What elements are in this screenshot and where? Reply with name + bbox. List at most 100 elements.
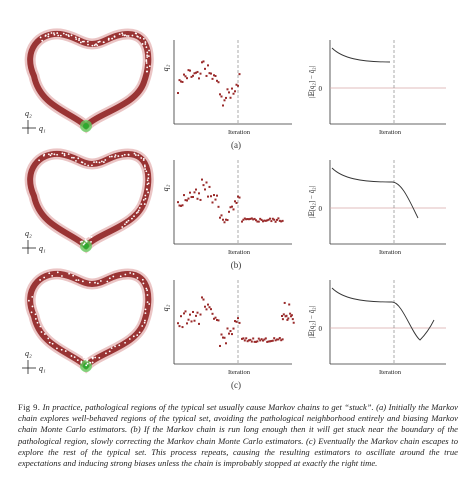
trace-sample-point — [285, 314, 288, 317]
sample-point — [77, 157, 80, 160]
sample-point — [53, 153, 56, 156]
trace-sample-point — [271, 217, 274, 220]
sample-point — [114, 156, 116, 158]
trace-sample-point — [190, 196, 193, 199]
sample-point — [147, 177, 150, 180]
trace-sample-point — [226, 327, 229, 330]
sample-point — [141, 278, 144, 281]
trace-sample-point — [178, 79, 181, 82]
trace-sample-point — [189, 69, 191, 72]
trace-sample-point — [204, 305, 206, 308]
trace-sample-point — [243, 217, 246, 220]
trace-sample-point — [250, 340, 253, 343]
sample-point — [43, 333, 46, 335]
trace-sample-point — [256, 340, 259, 343]
trace-sample-point — [198, 192, 200, 195]
trace-sample-point — [282, 313, 285, 316]
sample-point — [76, 359, 79, 362]
trace-sample-point — [292, 321, 295, 324]
trace-sample-point — [189, 191, 191, 194]
error-plot: 0|𝔼[q₂] − q̂₂| Iteration — [308, 160, 446, 256]
sample-point — [125, 221, 128, 224]
sample-point — [107, 38, 110, 41]
trace-sample-point — [242, 218, 245, 221]
sample-point — [87, 43, 89, 46]
sample-point — [111, 37, 113, 40]
stuck-sample-point — [90, 241, 92, 243]
sample-point — [135, 212, 138, 214]
sample-point — [79, 41, 82, 44]
trace-sample-point — [180, 315, 182, 318]
stuck-sample-point — [85, 240, 88, 242]
sample-point — [99, 280, 102, 282]
sample-point — [47, 35, 50, 38]
sample-point — [124, 273, 127, 276]
trace-sample-point — [245, 337, 248, 340]
trace-sample-point — [229, 330, 232, 333]
trace-sample-point — [186, 322, 188, 325]
sample-point — [91, 164, 93, 167]
sample-point — [34, 318, 37, 320]
trace-sample-point — [269, 340, 271, 343]
trace-sample-point — [204, 67, 206, 70]
trace-sample-point — [217, 319, 220, 322]
typical-set-plot: q₂ q₁ — [22, 28, 154, 134]
sample-point — [74, 36, 77, 39]
trace-sample-point — [276, 218, 278, 221]
sample-point — [145, 59, 148, 61]
row-a-svg: q₂ q₁ q₂ Iteration 0|𝔼[q₂] − q̂₂| Iteration — [22, 28, 446, 136]
trace-sample-point — [196, 311, 199, 314]
trace-sample-point — [202, 298, 205, 301]
stuck-sample-point — [83, 242, 86, 245]
trace-sample-point — [177, 201, 179, 204]
error-zero-tick: 0 — [319, 205, 323, 213]
sample-point — [129, 272, 132, 274]
trace-sample-point — [229, 206, 232, 209]
sample-point — [39, 36, 42, 39]
trace-sample-point — [199, 72, 202, 75]
trace-sample-point — [253, 217, 256, 220]
sample-point — [145, 62, 148, 64]
trace-sample-point — [225, 96, 227, 99]
sample-point — [146, 54, 149, 57]
stuck-sample-point — [79, 241, 82, 243]
sample-point — [145, 70, 148, 73]
trace-sample-point — [180, 80, 182, 83]
panel-label: (b) — [230, 260, 242, 270]
stuck-sample-point — [82, 243, 85, 246]
trace-sample-point — [192, 196, 194, 199]
trace-sample-point — [211, 77, 214, 80]
trace-sample-point — [259, 217, 262, 220]
trace-sample-point — [219, 344, 221, 347]
sample-point — [134, 154, 137, 156]
trace-sample-point — [177, 322, 179, 325]
trace-sample-point — [238, 73, 241, 76]
trace-sample-point — [255, 219, 257, 222]
trace-sample-point — [213, 194, 215, 197]
sample-point — [73, 356, 76, 359]
sample-point — [136, 277, 139, 279]
sample-point — [56, 153, 59, 156]
trace-sample-point — [219, 216, 221, 219]
sample-point — [87, 164, 90, 167]
sample-point — [144, 312, 147, 315]
sample-point — [31, 295, 34, 298]
sample-point — [50, 152, 53, 155]
sample-point — [140, 157, 143, 159]
sample-point — [146, 289, 148, 292]
sample-point — [71, 156, 73, 159]
trace-sample-point — [237, 317, 239, 320]
trace-sample-point — [177, 92, 179, 95]
trace-sample-point — [277, 338, 280, 341]
figure-caption: Fig 9. In practice, pathological regions… — [18, 402, 458, 469]
trace-sample-point — [231, 205, 233, 208]
trace-sample-point — [280, 220, 283, 223]
sample-point — [145, 170, 148, 173]
stuck-sample-point — [86, 362, 89, 365]
trace-sample-point — [183, 73, 185, 76]
sample-point — [146, 51, 149, 54]
trace-sample-point — [274, 220, 277, 223]
sample-point — [75, 160, 77, 162]
trace-sample-point — [193, 72, 196, 75]
sample-point — [51, 274, 54, 277]
